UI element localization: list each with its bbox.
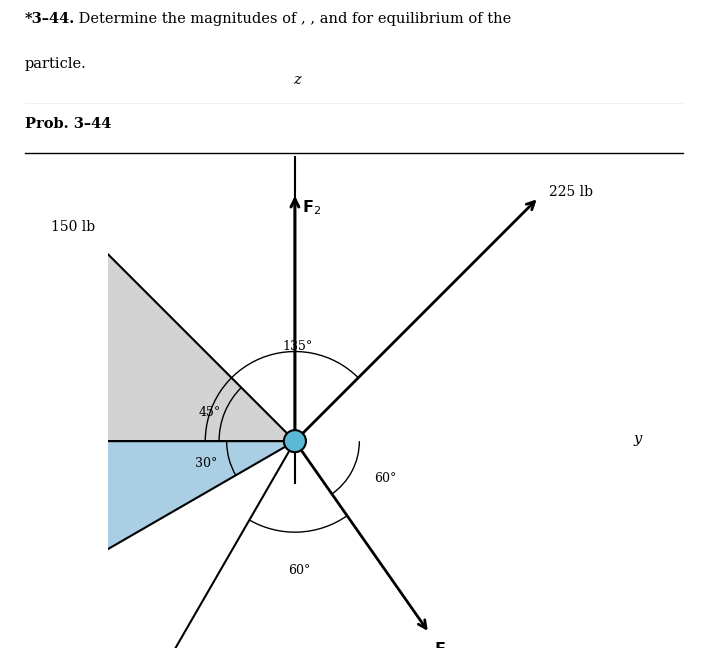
Text: 225 lb: 225 lb	[549, 185, 593, 200]
Text: 30°: 30°	[195, 457, 217, 470]
Text: 135°: 135°	[282, 340, 313, 353]
Text: 60°: 60°	[374, 472, 396, 485]
Text: y: y	[633, 432, 641, 446]
Text: *3–44.: *3–44.	[25, 12, 75, 27]
Text: Determine the magnitudes of , , and for equilibrium of the: Determine the magnitudes of , , and for …	[74, 12, 512, 27]
Text: 150 lb: 150 lb	[51, 220, 95, 234]
Text: $\mathbf{F}_1$: $\mathbf{F}_1$	[434, 641, 453, 648]
Text: 45°: 45°	[198, 406, 221, 419]
Text: $\mathbf{F}_2$: $\mathbf{F}_2$	[302, 198, 321, 216]
Polygon shape	[32, 441, 295, 593]
Text: z: z	[294, 73, 301, 87]
Polygon shape	[100, 246, 295, 441]
Text: Prob. 3–44: Prob. 3–44	[25, 117, 111, 131]
Text: particle.: particle.	[25, 57, 86, 71]
Circle shape	[284, 430, 306, 452]
Text: 60°: 60°	[289, 564, 311, 577]
